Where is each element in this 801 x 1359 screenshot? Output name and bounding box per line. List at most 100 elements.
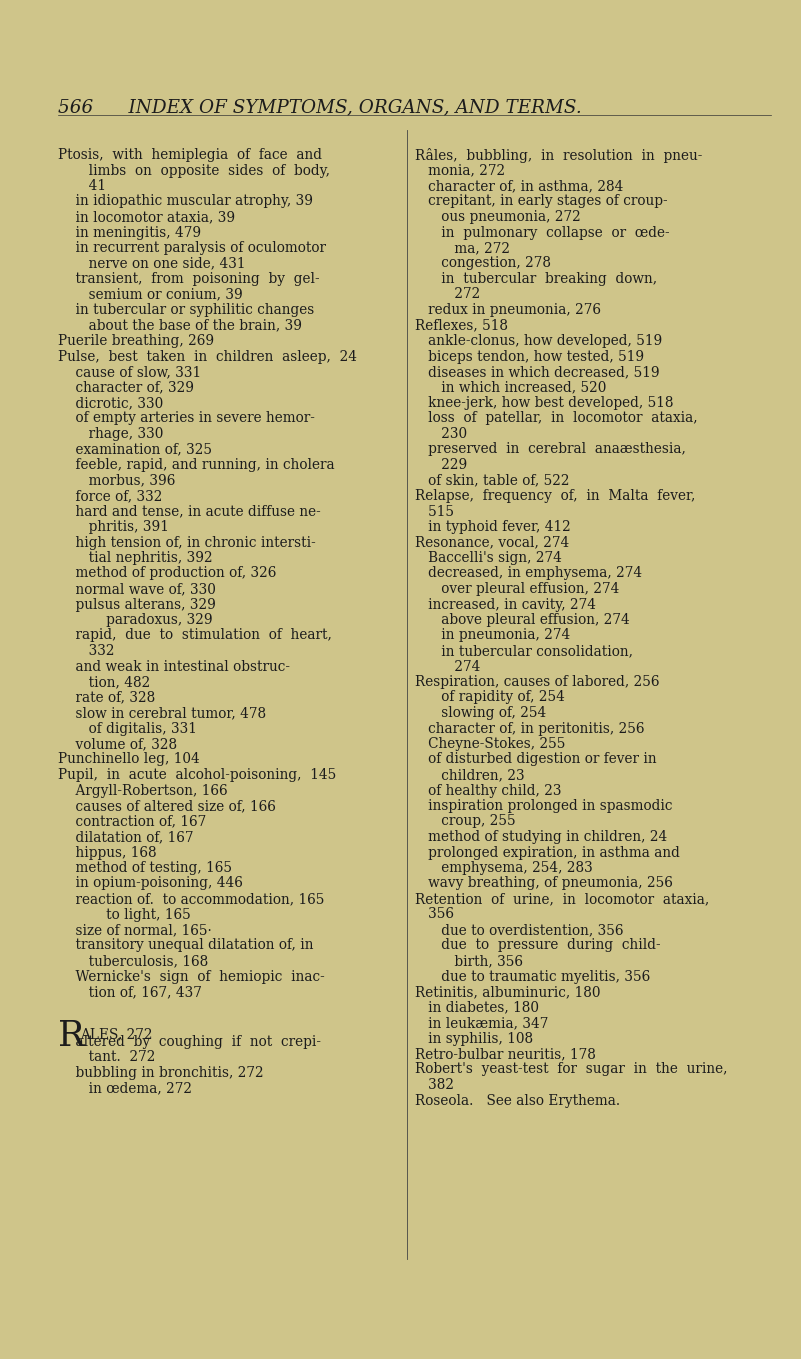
Text: due  to  pressure  during  child-: due to pressure during child- xyxy=(415,939,661,953)
Text: character of, in asthma, 284: character of, in asthma, 284 xyxy=(415,179,623,193)
Text: Retro-bulbar neuritis, 178: Retro-bulbar neuritis, 178 xyxy=(415,1046,596,1061)
Text: ma, 272: ma, 272 xyxy=(415,241,510,255)
Text: morbus, 396: morbus, 396 xyxy=(58,473,175,488)
Text: tion, 482: tion, 482 xyxy=(58,675,151,689)
Text: slow in cerebral tumor, 478: slow in cerebral tumor, 478 xyxy=(58,705,266,720)
Text: birth, 356: birth, 356 xyxy=(415,954,523,968)
Text: over pleural effusion, 274: over pleural effusion, 274 xyxy=(415,582,619,597)
Text: in  tubercular  breaking  down,: in tubercular breaking down, xyxy=(415,272,657,285)
Text: to light, 165: to light, 165 xyxy=(58,908,191,921)
Text: in tubercular consolidation,: in tubercular consolidation, xyxy=(415,644,633,658)
Text: character of, in peritonitis, 256: character of, in peritonitis, 256 xyxy=(415,722,645,735)
Text: of skin, table of, 522: of skin, table of, 522 xyxy=(415,473,570,488)
Text: Reflexes, 518: Reflexes, 518 xyxy=(415,318,508,333)
Text: Relapse,  frequency  of,  in  Malta  fever,: Relapse, frequency of, in Malta fever, xyxy=(415,489,695,503)
Text: in locomotor ataxia, 39: in locomotor ataxia, 39 xyxy=(58,211,235,224)
Text: tial nephritis, 392: tial nephritis, 392 xyxy=(58,550,212,565)
Text: ankle-clonus, how developed, 519: ankle-clonus, how developed, 519 xyxy=(415,334,662,348)
Text: of rapidity of, 254: of rapidity of, 254 xyxy=(415,690,565,704)
Text: Roseola.   See also Erythema.: Roseola. See also Erythema. xyxy=(415,1094,620,1108)
Text: method of testing, 165: method of testing, 165 xyxy=(58,862,232,875)
Text: of digitalis, 331: of digitalis, 331 xyxy=(58,722,197,735)
Text: slowing of, 254: slowing of, 254 xyxy=(415,705,546,720)
Text: hippus, 168: hippus, 168 xyxy=(58,845,157,859)
Text: increased, in cavity, 274: increased, in cavity, 274 xyxy=(415,598,596,612)
Text: tant.  272: tant. 272 xyxy=(58,1051,155,1064)
Text: in opium-poisoning, 446: in opium-poisoning, 446 xyxy=(58,877,243,890)
Text: Cheyne-Stokes, 255: Cheyne-Stokes, 255 xyxy=(415,737,566,752)
Text: dicrotic, 330: dicrotic, 330 xyxy=(58,395,163,410)
Text: in meningitis, 479: in meningitis, 479 xyxy=(58,226,201,239)
Text: in pneumonia, 274: in pneumonia, 274 xyxy=(415,628,570,643)
Text: Pulse,  best  taken  in  children  asleep,  24: Pulse, best taken in children asleep, 24 xyxy=(58,349,357,363)
Text: in œdema, 272: in œdema, 272 xyxy=(58,1082,192,1095)
Text: Respiration, causes of labored, 256: Respiration, causes of labored, 256 xyxy=(415,675,659,689)
Text: diseases in which decreased, 519: diseases in which decreased, 519 xyxy=(415,366,660,379)
Text: loss  of  patellar,  in  locomotor  ataxia,: loss of patellar, in locomotor ataxia, xyxy=(415,412,698,425)
Text: tuberculosis, 168: tuberculosis, 168 xyxy=(58,954,208,968)
Text: Resonance, vocal, 274: Resonance, vocal, 274 xyxy=(415,535,570,549)
Text: biceps tendon, how tested, 519: biceps tendon, how tested, 519 xyxy=(415,349,644,363)
Text: 515: 515 xyxy=(415,504,454,519)
Text: knee-jerk, how best developed, 518: knee-jerk, how best developed, 518 xyxy=(415,395,674,410)
Text: phritis, 391: phritis, 391 xyxy=(58,520,169,534)
Text: Punchinello leg, 104: Punchinello leg, 104 xyxy=(58,753,199,766)
Text: 332: 332 xyxy=(58,644,115,658)
Text: Wernicke's  sign  of  hemiopic  inac-: Wernicke's sign of hemiopic inac- xyxy=(58,969,324,984)
Text: crepitant, in early stages of croup-: crepitant, in early stages of croup- xyxy=(415,194,667,208)
Text: in idiopathic muscular atrophy, 39: in idiopathic muscular atrophy, 39 xyxy=(58,194,313,208)
Text: size of normal, 165·: size of normal, 165· xyxy=(58,923,211,936)
Text: due to traumatic myelitis, 356: due to traumatic myelitis, 356 xyxy=(415,969,650,984)
Text: Râles,  bubbling,  in  resolution  in  pneu-: Râles, bubbling, in resolution in pneu- xyxy=(415,148,702,163)
Text: examination of, 325: examination of, 325 xyxy=(58,443,212,457)
Text: decreased, in emphysema, 274: decreased, in emphysema, 274 xyxy=(415,567,642,580)
Text: semium or conium, 39: semium or conium, 39 xyxy=(58,288,243,302)
Text: nerve on one side, 431: nerve on one side, 431 xyxy=(58,257,245,270)
Text: and weak in intestinal obstruc-: and weak in intestinal obstruc- xyxy=(58,659,290,674)
Text: reaction of.  to accommodation, 165: reaction of. to accommodation, 165 xyxy=(58,892,324,906)
Text: preserved  in  cerebral  anaæsthesia,: preserved in cerebral anaæsthesia, xyxy=(415,443,686,457)
Text: 566      INDEX OF SYMPTOMS, ORGANS, AND TERMS.: 566 INDEX OF SYMPTOMS, ORGANS, AND TERMS… xyxy=(58,98,582,116)
Text: ALES, 272: ALES, 272 xyxy=(80,1027,152,1041)
Text: character of, 329: character of, 329 xyxy=(58,381,194,394)
Text: contraction of, 167: contraction of, 167 xyxy=(58,814,206,829)
Text: Ptosis,  with  hemiplegia  of  face  and: Ptosis, with hemiplegia of face and xyxy=(58,148,322,162)
Text: 229: 229 xyxy=(415,458,467,472)
Text: wavy breathing, of pneumonia, 256: wavy breathing, of pneumonia, 256 xyxy=(415,877,673,890)
Text: Retention  of  urine,  in  locomotor  ataxia,: Retention of urine, in locomotor ataxia, xyxy=(415,892,709,906)
Text: croup, 255: croup, 255 xyxy=(415,814,516,829)
Text: monia, 272: monia, 272 xyxy=(415,163,505,178)
Text: emphysema, 254, 283: emphysema, 254, 283 xyxy=(415,862,593,875)
Text: 274: 274 xyxy=(415,659,481,674)
Text: rapid,  due  to  stimulation  of  heart,: rapid, due to stimulation of heart, xyxy=(58,628,332,643)
Text: force of, 332: force of, 332 xyxy=(58,489,163,503)
Text: in  pulmonary  collapse  or  œde-: in pulmonary collapse or œde- xyxy=(415,226,670,239)
Text: Retinitis, albuminuric, 180: Retinitis, albuminuric, 180 xyxy=(415,985,601,999)
Text: normal wave of, 330: normal wave of, 330 xyxy=(58,582,216,597)
Text: prolonged expiration, in asthma and: prolonged expiration, in asthma and xyxy=(415,845,680,859)
Text: in leukæmia, 347: in leukæmia, 347 xyxy=(415,1017,549,1030)
Text: causes of altered size of, 166: causes of altered size of, 166 xyxy=(58,799,276,813)
Text: transient,  from  poisoning  by  gel-: transient, from poisoning by gel- xyxy=(58,272,320,285)
Text: in syphilis, 108: in syphilis, 108 xyxy=(415,1031,533,1045)
Text: children, 23: children, 23 xyxy=(415,768,525,781)
Text: about the base of the brain, 39: about the base of the brain, 39 xyxy=(58,318,302,333)
Text: dilatation of, 167: dilatation of, 167 xyxy=(58,830,194,844)
Text: paradoxus, 329: paradoxus, 329 xyxy=(58,613,212,626)
Text: 41: 41 xyxy=(58,179,106,193)
Text: due to overdistention, 356: due to overdistention, 356 xyxy=(415,923,623,936)
Text: in diabetes, 180: in diabetes, 180 xyxy=(415,1000,539,1015)
Text: redux in pneumonia, 276: redux in pneumonia, 276 xyxy=(415,303,601,317)
Text: 272: 272 xyxy=(415,288,481,302)
Text: in recurrent paralysis of oculomotor: in recurrent paralysis of oculomotor xyxy=(58,241,326,255)
Text: Puerile breathing, 269: Puerile breathing, 269 xyxy=(58,334,214,348)
Text: rate of, 328: rate of, 328 xyxy=(58,690,155,704)
Text: congestion, 278: congestion, 278 xyxy=(415,257,551,270)
Text: of disturbed digestion or fever in: of disturbed digestion or fever in xyxy=(415,753,657,766)
Text: rhage, 330: rhage, 330 xyxy=(58,427,163,442)
Text: R: R xyxy=(58,1019,85,1053)
Text: Robert's  yeast-test  for  sugar  in  the  urine,: Robert's yeast-test for sugar in the uri… xyxy=(415,1063,727,1076)
Text: 230: 230 xyxy=(415,427,467,442)
Text: pulsus alterans, 329: pulsus alterans, 329 xyxy=(58,598,216,612)
Text: Baccelli's sign, 274: Baccelli's sign, 274 xyxy=(415,550,562,565)
